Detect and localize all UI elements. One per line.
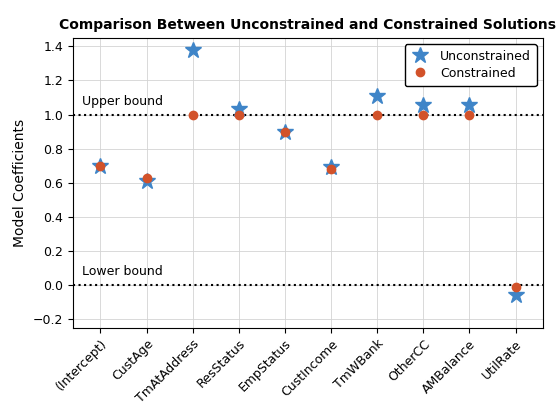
Unconstrained (374, 93, 381, 98)
Constrained (466, 112, 473, 117)
Constrained (374, 112, 381, 117)
Unconstrained (466, 102, 473, 108)
Unconstrained (282, 129, 288, 134)
Unconstrained (189, 47, 196, 52)
Line: Constrained: Constrained (96, 110, 520, 291)
Constrained (235, 112, 242, 117)
Unconstrained (97, 163, 104, 168)
Unconstrained (512, 293, 519, 298)
Line: Unconstrained: Unconstrained (92, 42, 524, 304)
Constrained (328, 167, 334, 172)
Constrained (97, 163, 104, 168)
Text: Lower bound: Lower bound (82, 265, 163, 278)
Constrained (420, 112, 427, 117)
Unconstrained (328, 164, 334, 169)
Y-axis label: Model Coefficients: Model Coefficients (13, 118, 27, 247)
Unconstrained (420, 102, 427, 108)
Unconstrained (143, 178, 150, 184)
Constrained (189, 112, 196, 117)
Title: Comparison Between Unconstrained and Constrained Solutions: Comparison Between Unconstrained and Con… (59, 18, 557, 32)
Text: Upper bound: Upper bound (82, 94, 163, 108)
Constrained (282, 129, 288, 134)
Unconstrained (235, 106, 242, 111)
Legend: Unconstrained, Constrained: Unconstrained, Constrained (405, 44, 537, 86)
Constrained (512, 284, 519, 289)
Constrained (143, 175, 150, 180)
